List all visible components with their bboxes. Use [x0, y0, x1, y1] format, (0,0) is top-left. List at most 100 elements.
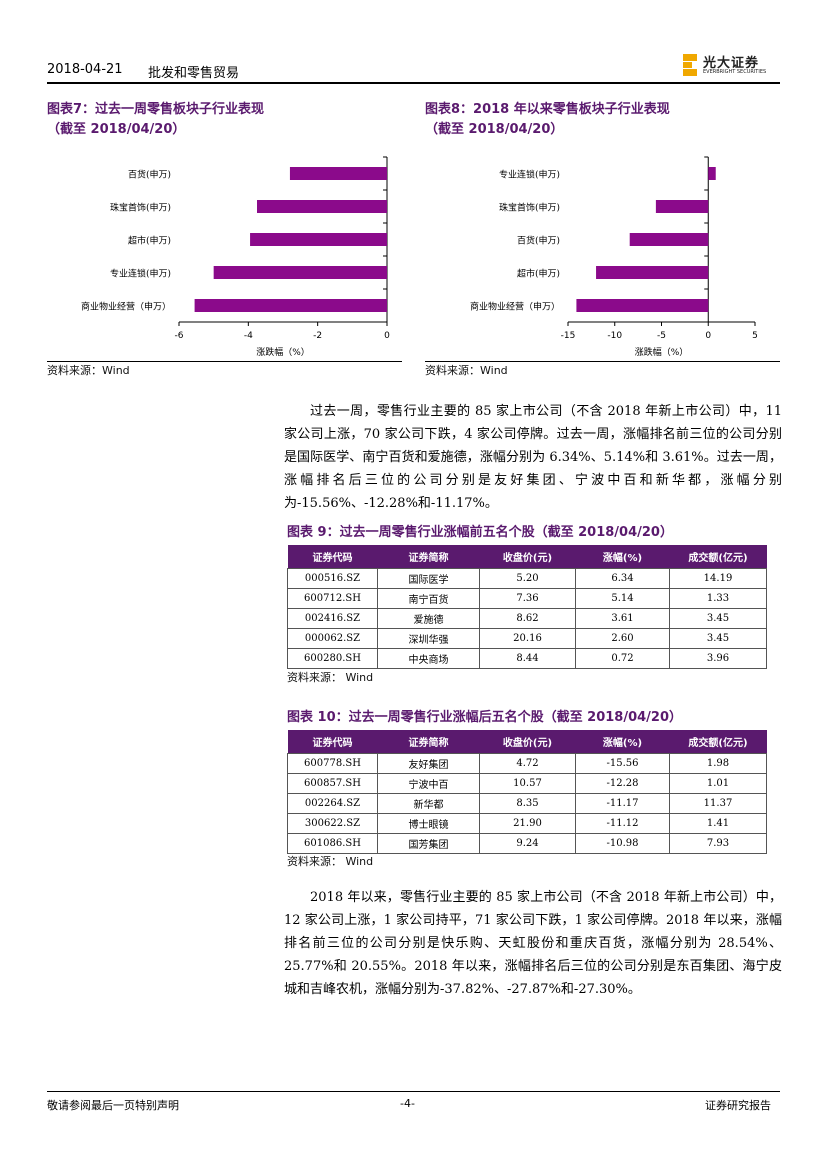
table-cell: 5.20: [479, 567, 576, 589]
fig8-category-label: 商业物业经营（申万）: [470, 301, 560, 313]
fig7-bar: [213, 266, 387, 279]
table-cell: 000062.SZ: [287, 627, 378, 649]
fig7-category-label: 百货(申万): [128, 169, 171, 181]
column-header: 证券简称: [377, 730, 480, 753]
table-cell: 国际医学: [377, 567, 480, 589]
table-row: 601086.SH 国芳集团 9.24 -10.98 7.93: [287, 832, 767, 854]
fig8-x-tick-label: -5: [657, 331, 666, 341]
table-cell: 3.61: [575, 607, 670, 629]
fig7-x-tick-label: -4: [244, 331, 253, 341]
logo-text: 光大证券: [703, 56, 760, 71]
table-cell: 300622.SZ: [287, 812, 378, 834]
table-cell: 600857.SH: [287, 772, 378, 794]
fig7-x-axis-label: 涨跌幅（%）: [256, 346, 310, 358]
table-row: 002264.SZ 新华都 8.35 -11.17 11.37: [287, 792, 767, 814]
page-number: -4-: [400, 1097, 415, 1110]
footer-rule: [47, 1091, 780, 1092]
table10: 证券代码 证券简称 收盘价(元) 涨幅(%) 成交额(亿元) 600778.SH 友好集团…: [287, 730, 767, 854]
table-cell: 9.24: [479, 832, 576, 854]
table-cell: 600280.SH: [287, 647, 378, 669]
fig7-title: 图表7：过去一周零售板块子行业表现: [47, 102, 265, 117]
column-header: 证券代码: [287, 730, 378, 753]
fig8-bar: [655, 200, 709, 213]
table-cell: 0.72: [575, 647, 670, 669]
table-cell: 深圳华强: [377, 627, 480, 649]
column-header: 涨幅(%): [575, 730, 670, 753]
header-rule: [47, 82, 780, 84]
table-cell: 002264.SZ: [287, 792, 378, 814]
fig7-bar: [257, 200, 387, 213]
table-cell: 8.62: [479, 607, 576, 629]
fig7-category-label: 珠宝首饰(申万): [110, 202, 171, 214]
table-cell: 宁波中百: [377, 772, 480, 794]
table-cell: -10.98: [575, 832, 670, 854]
fig7-subtitle: （截至 2018/04/20）: [47, 122, 186, 137]
table-cell: 8.44: [479, 647, 576, 669]
fig8-x-tick-label: -10: [607, 331, 622, 341]
table-header-row: 证券代码 证券简称 收盘价(元) 涨幅(%) 成交额(亿元): [287, 545, 767, 568]
table-cell: 5.14: [575, 587, 670, 609]
table-cell: 6.34: [575, 567, 670, 589]
table-row: 600280.SH 中央商场 8.44 0.72 3.96: [287, 647, 767, 669]
table-cell: 000516.SZ: [287, 567, 378, 589]
column-header: 收盘价(元): [479, 545, 576, 568]
table-cell: -12.28: [575, 772, 670, 794]
table-cell: 新华都: [377, 792, 480, 814]
fig8-x-tick-label: 0: [705, 331, 711, 341]
header-title: 批发和零售贸易: [148, 66, 240, 81]
fig7-x-tick-label: -6: [175, 331, 184, 341]
table-cell: 2.60: [575, 627, 670, 649]
table-cell: 8.35: [479, 792, 576, 814]
fig7-bar: [250, 233, 387, 246]
fig8-bar: [629, 233, 709, 246]
table-row: 600712.SH 南宁百货 7.36 5.14 1.33: [287, 587, 767, 609]
table-cell: 10.57: [479, 772, 576, 794]
table-cell: 21.90: [479, 812, 576, 834]
table-cell: 3.45: [669, 627, 767, 649]
table-cell: 601086.SH: [287, 832, 378, 854]
fig8-rule: [425, 361, 780, 362]
table-cell: 7.36: [479, 587, 576, 609]
fig8-subtitle: （截至 2018/04/20）: [425, 122, 564, 137]
fig8-category-label: 百货(申万): [517, 235, 560, 247]
table-cell: 7.93: [669, 832, 767, 854]
table-row: 002416.SZ 爱施德 8.62 3.61 3.45: [287, 607, 767, 629]
fig7-x-tick-label: -2: [313, 331, 322, 341]
table-cell: 友好集团: [377, 752, 480, 774]
table-row: 000062.SZ 深圳华强 20.16 2.60 3.45: [287, 627, 767, 649]
table-cell: 1.33: [669, 587, 767, 609]
table-cell: 国芳集团: [377, 832, 480, 854]
fig8-category-label: 超市(申万): [517, 268, 560, 280]
table10-title: 图表 10：过去一周零售行业涨幅后五名个股（截至 2018/04/20）: [287, 710, 683, 725]
column-header: 成交额(亿元): [669, 730, 767, 753]
table-cell: 20.16: [479, 627, 576, 649]
fig7-category-label: 超市(申万): [128, 235, 171, 247]
fig8-bar: [576, 299, 709, 312]
paragraph-ytd: 2018 年以来，零售行业主要的 85 家上市公司（不含 2018 年新上市公司…: [284, 890, 782, 997]
table-cell: 11.37: [669, 792, 767, 814]
column-header: 收盘价(元): [479, 730, 576, 753]
footer-disclaimer: 敬请参阅最后一页特别声明: [47, 1099, 179, 1112]
fig8-x-tick-label: -15: [561, 331, 576, 341]
fig7-chart: 百货(申万) 珠宝首饰(申万) 超市(申万) 专业连锁(申万) 商业物业经营（申万） -6…: [81, 156, 390, 358]
table-cell: -15.56: [575, 752, 670, 774]
table-cell: 002416.SZ: [287, 607, 378, 629]
table-cell: 1.98: [669, 752, 767, 774]
table-cell: 南宁百货: [377, 587, 480, 609]
company-logo: 光大证券 EVERBRIGHT SECURITIES: [683, 52, 783, 82]
paragraph-week: 过去一周，零售行业主要的 85 家上市公司（不含 2018 年新上市公司）中，1…: [284, 404, 782, 511]
table-cell: 1.01: [669, 772, 767, 794]
table-row: 600857.SH 宁波中百 10.57 -12.28 1.01: [287, 772, 767, 794]
fig8-category-label: 专业连锁(申万): [499, 169, 560, 181]
column-header: 涨幅(%): [575, 545, 670, 568]
table-cell: 3.96: [669, 647, 767, 669]
column-header: 证券简称: [377, 545, 480, 568]
table-cell: -11.17: [575, 792, 670, 814]
fig8-chart: 专业连锁(申万) 珠宝首饰(申万) 百货(申万) 超市(申万) 商业物业经营（申万） -1…: [470, 156, 758, 358]
fig7-source: 资料来源：Wind: [47, 364, 130, 377]
table-cell: 3.45: [669, 607, 767, 629]
fig8-bar: [708, 167, 716, 180]
fig7-bar: [194, 299, 387, 312]
footer-report-type: 证券研究报告: [705, 1099, 771, 1112]
logo-subtext: EVERBRIGHT SECURITIES: [703, 69, 767, 75]
